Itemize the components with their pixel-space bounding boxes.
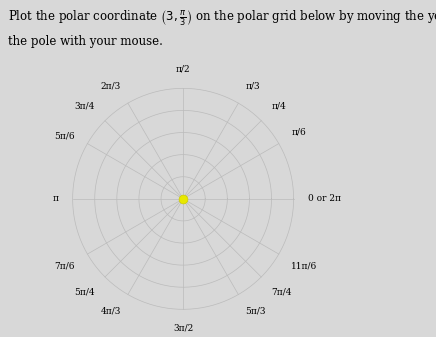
Text: π/6: π/6 bbox=[291, 127, 306, 136]
Text: 2π/3: 2π/3 bbox=[100, 82, 121, 91]
Text: π/4: π/4 bbox=[271, 101, 286, 111]
Text: 11π/6: 11π/6 bbox=[291, 261, 317, 270]
Text: 4π/3: 4π/3 bbox=[100, 307, 121, 316]
Text: the pole with your mouse.: the pole with your mouse. bbox=[8, 35, 163, 49]
Text: 7π/6: 7π/6 bbox=[54, 261, 75, 270]
Text: 0 or 2π: 0 or 2π bbox=[308, 194, 341, 203]
Text: Plot the polar coordinate $\left(3, \frac{\pi}{3}\right)$ on the polar grid belo: Plot the polar coordinate $\left(3, \fra… bbox=[8, 8, 436, 27]
Text: 7π/4: 7π/4 bbox=[271, 287, 292, 296]
Text: 5π/6: 5π/6 bbox=[54, 132, 75, 141]
Text: π: π bbox=[52, 194, 58, 203]
Text: 5π/4: 5π/4 bbox=[74, 287, 95, 296]
Text: π/3: π/3 bbox=[245, 82, 260, 91]
Text: π/2: π/2 bbox=[176, 65, 191, 74]
Text: 5π/3: 5π/3 bbox=[245, 307, 266, 316]
Text: 3π/4: 3π/4 bbox=[75, 101, 95, 111]
Point bbox=[180, 196, 187, 202]
Text: 3π/2: 3π/2 bbox=[173, 324, 193, 333]
